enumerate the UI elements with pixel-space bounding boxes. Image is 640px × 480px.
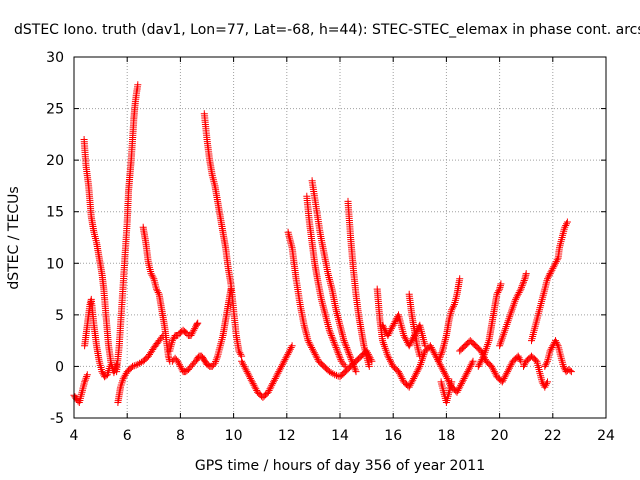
x-tick-label: 24: [597, 428, 615, 444]
data-point-markers: [373, 285, 477, 396]
data-series-arc: [238, 342, 296, 401]
data-point-markers: [546, 218, 571, 278]
data-series-arc: [200, 110, 246, 360]
y-tick-label: 15: [46, 205, 64, 221]
data-series-arc: [528, 270, 554, 345]
data-point-markers: [528, 270, 554, 345]
data-point-markers: [308, 177, 360, 376]
data-series-arc: [168, 285, 235, 376]
y-tick-label: 25: [46, 102, 64, 118]
data-point-markers: [284, 228, 376, 381]
y-tick-label: -5: [50, 411, 64, 427]
data-point-markers: [437, 378, 456, 406]
data-point-markers: [200, 110, 246, 360]
data-points: [70, 81, 575, 406]
axis-ticks: [73, 56, 607, 419]
data-series-arc: [80, 136, 121, 377]
x-tick-labels: 4 6 8 10 12 14 16 18 20 22 24: [70, 428, 615, 444]
data-series-arc: [113, 81, 142, 376]
data-series-arc: [541, 337, 575, 376]
data-series-arc: [308, 177, 360, 376]
x-tick-label: 8: [176, 428, 185, 444]
data-point-markers: [496, 270, 530, 350]
grid-lines: [74, 57, 606, 418]
y-tick-labels: -5 0 5 10 15 20 25 30: [46, 50, 64, 427]
x-tick-label: 14: [331, 428, 349, 444]
data-point-markers: [113, 81, 142, 376]
data-point-markers: [379, 311, 429, 350]
data-series-arc: [496, 270, 530, 350]
data-series-arc: [81, 295, 114, 381]
data-series-arc: [437, 378, 456, 406]
data-series-arc: [284, 228, 376, 381]
data-series-arc: [303, 192, 349, 370]
chart-title: dSTEC Iono. truth (dav1, Lon=77, Lat=-68…: [14, 22, 640, 38]
data-series-arc: [344, 197, 373, 370]
x-tick-label: 18: [437, 428, 455, 444]
data-point-markers: [80, 136, 121, 377]
x-tick-label: 6: [123, 428, 132, 444]
data-series-arc: [546, 218, 571, 278]
x-tick-label: 10: [225, 428, 243, 444]
data-point-markers: [114, 332, 167, 406]
data-point-markers: [434, 275, 464, 365]
data-point-markers: [474, 280, 505, 370]
x-tick-label: 16: [384, 428, 402, 444]
x-tick-label: 22: [544, 428, 562, 444]
x-tick-label: 4: [70, 428, 79, 444]
y-tick-label: 20: [46, 153, 64, 169]
data-series-arc: [114, 332, 167, 406]
data-point-markers: [405, 290, 424, 360]
data-series-arc: [139, 223, 174, 365]
data-point-markers: [344, 197, 373, 370]
data-point-markers: [303, 192, 349, 370]
x-tick-label: 12: [278, 428, 296, 444]
y-tick-label: 30: [46, 50, 64, 66]
data-series-arc: [405, 290, 424, 360]
y-tick-label: 10: [46, 256, 64, 272]
data-series-arc: [434, 275, 464, 365]
data-point-markers: [238, 342, 296, 401]
data-series-arc: [474, 280, 505, 370]
data-series-arc: [379, 311, 429, 350]
x-axis-label: GPS time / hours of day 356 of year 2011: [195, 458, 485, 474]
y-tick-label: 5: [55, 308, 64, 324]
data-point-markers: [166, 319, 202, 355]
data-point-markers: [81, 295, 114, 381]
data-point-markers: [520, 352, 551, 391]
data-series-arc: [166, 319, 202, 355]
y-tick-label: 0: [55, 359, 64, 375]
data-series-arc: [373, 285, 477, 396]
data-series-arc: [520, 352, 551, 391]
x-tick-label: 20: [491, 428, 509, 444]
data-point-markers: [541, 337, 575, 376]
y-axis-label: dSTEC / TECUs: [6, 186, 22, 289]
data-point-markers: [139, 223, 174, 365]
data-point-markers: [168, 285, 235, 376]
